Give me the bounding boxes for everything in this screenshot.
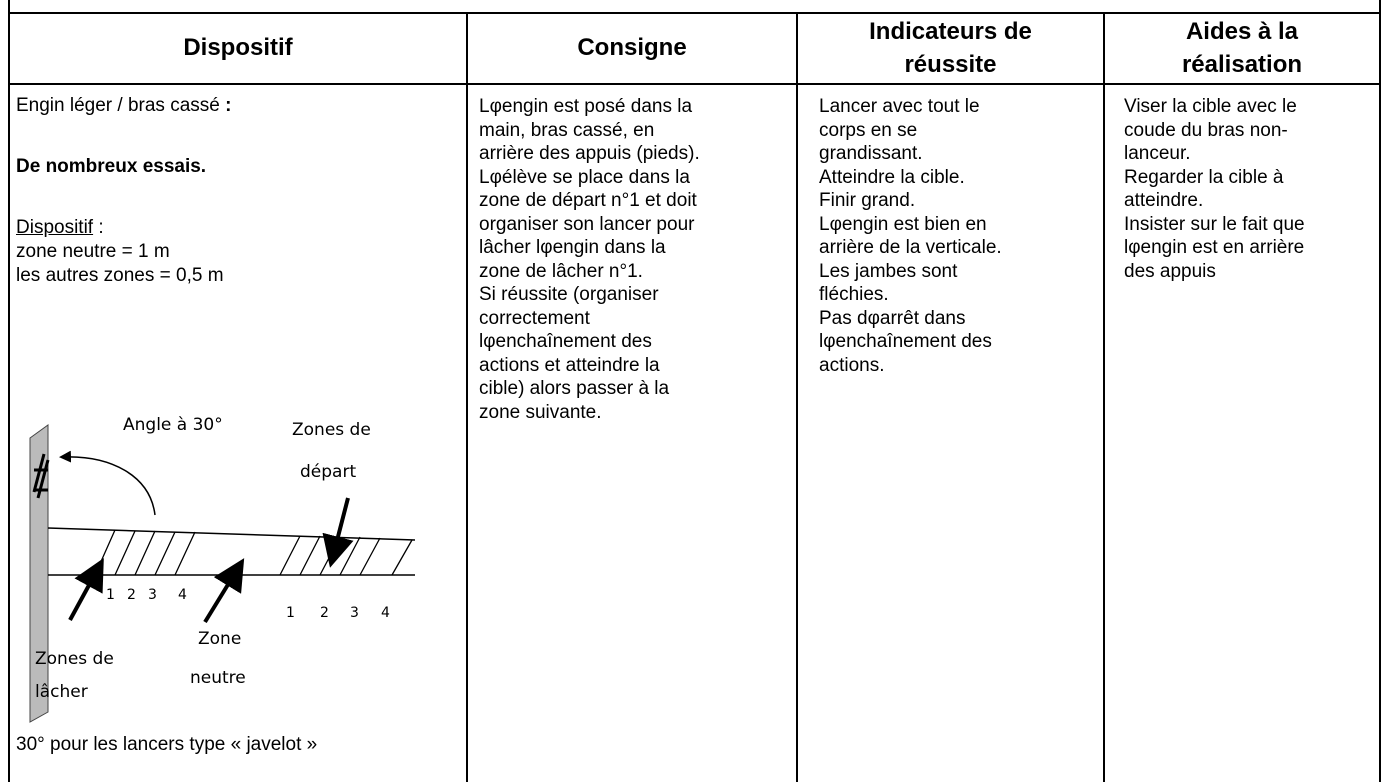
border bbox=[1103, 12, 1105, 782]
target bbox=[32, 453, 50, 499]
text-line: arrière des appuis (pieds). bbox=[479, 143, 700, 164]
cell: Viser la cible avec le coude du bras non-… bbox=[1124, 95, 1379, 283]
text-line: arrière de la verticale. bbox=[819, 237, 1002, 258]
arrow bbox=[203, 558, 245, 624]
text-line: actions. bbox=[819, 354, 885, 376]
text-line: Lφélève se place dans la bbox=[479, 166, 690, 188]
text-line: lâcher lφengin dans la bbox=[479, 237, 666, 258]
text-line: Aides à la bbox=[1185, 17, 1299, 45]
text-line: réalisation bbox=[1181, 50, 1303, 78]
text-line: grandissant. bbox=[819, 143, 923, 164]
text-line: zone de départ n°1 et doit bbox=[479, 190, 697, 211]
cell-text: les autres zones = 0,5 m bbox=[16, 265, 224, 286]
zone-number: 1 bbox=[106, 587, 115, 603]
text-line: Si réussite (organiser bbox=[479, 284, 659, 305]
text-line: Viser la cible avec le bbox=[1124, 96, 1297, 117]
label: lâcher bbox=[35, 682, 88, 702]
arrow bbox=[59, 450, 156, 516]
text-line: corps en se bbox=[819, 119, 918, 141]
text-line: lanceur. bbox=[1124, 143, 1191, 164]
zone-number: 2 bbox=[320, 605, 329, 621]
text-line: des appuis bbox=[1124, 260, 1216, 282]
cell-text: zone neutre = 1 m bbox=[16, 241, 170, 262]
cell-text: 30° pour les lancers type « javelot » bbox=[16, 734, 318, 755]
text: Engin léger / bras cassé bbox=[16, 95, 220, 116]
text-line: zone suivante. bbox=[479, 401, 602, 423]
text-line: Dispositif bbox=[183, 34, 293, 61]
zone-number: 2 bbox=[127, 587, 136, 603]
text: : bbox=[98, 217, 104, 238]
text-line: lφenchaînement des bbox=[819, 331, 992, 352]
cell: Lancer avec tout le corps en se grandissan… bbox=[819, 95, 1103, 377]
text-line: lφenchaînement des bbox=[479, 331, 652, 352]
text-line: Finir grand. bbox=[819, 190, 916, 211]
text-line: main, bras cassé, en bbox=[479, 119, 655, 141]
header-cell: Aides à la réalisation bbox=[1105, 12, 1379, 83]
text-line: organiser son lancer pour bbox=[479, 213, 695, 235]
text-line: lφengin est en arrière bbox=[1124, 237, 1305, 258]
text-line: Lφengin est bien en bbox=[819, 213, 987, 235]
text-line: Atteindre la cible. bbox=[819, 166, 965, 188]
arrow bbox=[68, 557, 104, 621]
text-line: Pas dφarrêt dans bbox=[819, 307, 966, 329]
header-cell: Consigne bbox=[468, 12, 796, 83]
text: : bbox=[225, 95, 232, 116]
text-line: réussite bbox=[904, 50, 997, 78]
label: neutre bbox=[190, 668, 246, 688]
label: Zone bbox=[198, 629, 241, 649]
border bbox=[8, 0, 10, 782]
hatch bbox=[94, 529, 413, 576]
cell-text: De nombreux essais. bbox=[16, 156, 207, 177]
text-line: atteindre. bbox=[1124, 190, 1204, 211]
header-cell: Indicateurs de réussite bbox=[798, 12, 1103, 83]
label: Zones de bbox=[292, 420, 371, 440]
cell-text: Engin léger / bras cassé : bbox=[16, 95, 231, 117]
zone-number: 4 bbox=[381, 605, 390, 621]
wall bbox=[29, 424, 49, 723]
text-line: cible) alors passer à la bbox=[479, 378, 670, 399]
text-line: Lφengin est posé dans la bbox=[479, 96, 693, 117]
line bbox=[47, 527, 416, 541]
diagram: Angle à 30° Zones de départ Zones de lâc… bbox=[29, 415, 416, 723]
text-line: Les jambes sont bbox=[819, 260, 958, 282]
zone-number: 3 bbox=[350, 605, 359, 621]
text: Dispositif bbox=[16, 217, 94, 238]
text-line: zone de lâcher n°1. bbox=[479, 260, 643, 282]
border bbox=[8, 83, 1381, 85]
zone-number: 1 bbox=[286, 605, 295, 621]
text-line: actions et atteindre la bbox=[479, 354, 660, 376]
zone-number: 4 bbox=[178, 587, 187, 603]
border bbox=[796, 12, 798, 782]
zone-number: 3 bbox=[148, 587, 157, 603]
text-line: Insister sur le fait que bbox=[1124, 213, 1305, 235]
header-cell: Dispositif bbox=[10, 12, 466, 83]
text-line: Lancer avec tout le bbox=[819, 96, 980, 117]
text-line: correctement bbox=[479, 307, 590, 329]
text-line: Consigne bbox=[577, 34, 687, 61]
arrow bbox=[322, 497, 354, 568]
label: départ bbox=[300, 462, 356, 482]
label: Zones de bbox=[35, 649, 114, 669]
cell-text: Dispositif : bbox=[16, 217, 104, 239]
border bbox=[1379, 0, 1381, 782]
cell: Lφengin est posé dans la main, bras cassé… bbox=[479, 95, 794, 424]
text-line: Regarder la cible à bbox=[1124, 166, 1284, 188]
text-line: coude du bras non- bbox=[1124, 119, 1288, 141]
border bbox=[466, 12, 468, 782]
text-line: fléchies. bbox=[819, 284, 889, 305]
label: Angle à 30° bbox=[123, 415, 223, 435]
border bbox=[8, 12, 1381, 14]
text-line: Indicateurs de bbox=[869, 17, 1032, 45]
